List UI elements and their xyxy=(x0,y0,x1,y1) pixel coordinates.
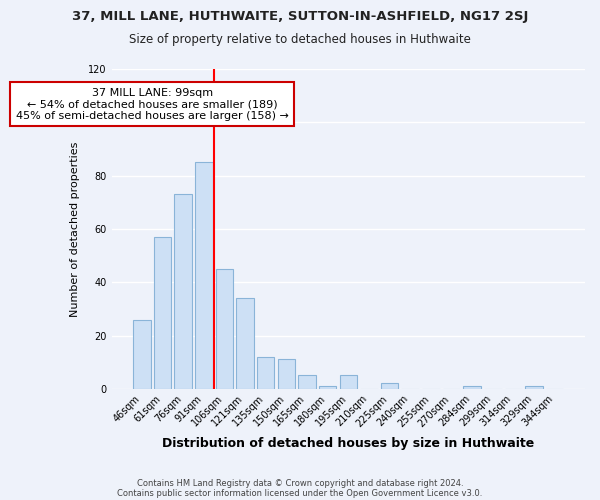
Bar xyxy=(133,320,151,389)
Bar xyxy=(525,386,543,389)
Bar xyxy=(278,360,295,389)
Text: 37 MILL LANE: 99sqm
← 54% of detached houses are smaller (189)
45% of semi-detac: 37 MILL LANE: 99sqm ← 54% of detached ho… xyxy=(16,88,289,121)
Bar xyxy=(381,384,398,389)
Bar xyxy=(195,162,212,389)
Bar xyxy=(175,194,192,389)
Text: 37, MILL LANE, HUTHWAITE, SUTTON-IN-ASHFIELD, NG17 2SJ: 37, MILL LANE, HUTHWAITE, SUTTON-IN-ASHF… xyxy=(72,10,528,23)
Y-axis label: Number of detached properties: Number of detached properties xyxy=(70,141,80,316)
X-axis label: Distribution of detached houses by size in Huthwaite: Distribution of detached houses by size … xyxy=(162,437,535,450)
Text: Size of property relative to detached houses in Huthwaite: Size of property relative to detached ho… xyxy=(129,32,471,46)
Bar xyxy=(463,386,481,389)
Text: Contains HM Land Registry data © Crown copyright and database right 2024.: Contains HM Land Registry data © Crown c… xyxy=(137,478,463,488)
Bar xyxy=(257,357,274,389)
Bar xyxy=(340,376,357,389)
Bar xyxy=(154,237,171,389)
Text: Contains public sector information licensed under the Open Government Licence v3: Contains public sector information licen… xyxy=(118,488,482,498)
Bar xyxy=(319,386,337,389)
Bar xyxy=(298,376,316,389)
Bar xyxy=(236,298,254,389)
Bar xyxy=(215,269,233,389)
